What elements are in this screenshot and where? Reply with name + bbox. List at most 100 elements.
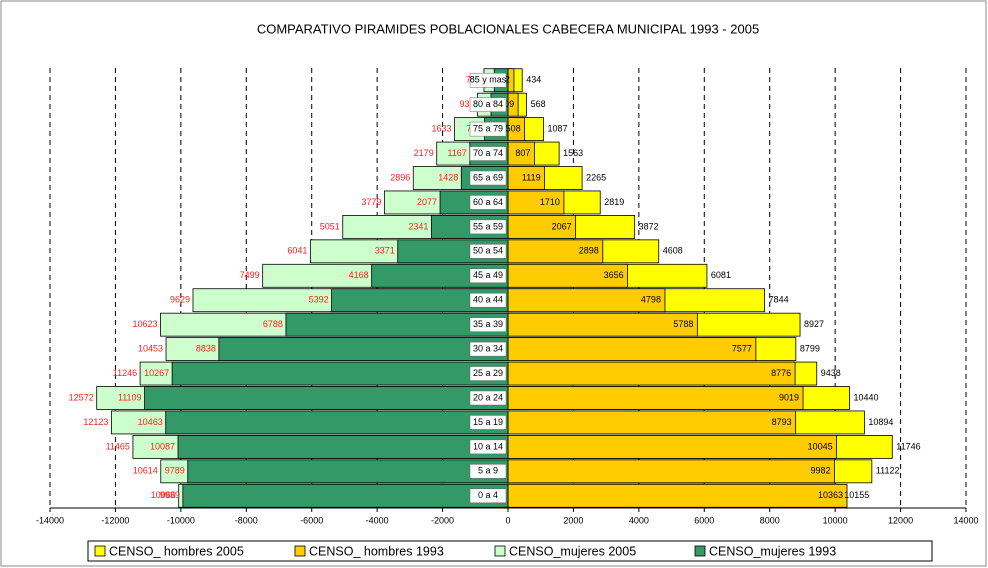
data-label: 2179 bbox=[414, 148, 434, 158]
bar bbox=[508, 435, 837, 458]
data-label: 3371 bbox=[375, 246, 395, 256]
data-label: 4798 bbox=[641, 295, 661, 305]
data-label: 6041 bbox=[287, 246, 307, 256]
chart-title: COMPARATIVO PIRAMIDES POBLACIONALES CABE… bbox=[257, 21, 759, 36]
category-label: 70 a 74 bbox=[473, 148, 503, 158]
data-label: 11122 bbox=[876, 466, 900, 476]
bar bbox=[172, 362, 508, 385]
category-label: 85 y mas bbox=[470, 75, 507, 85]
chart: COMPARATIVO PIRAMIDES POBLACIONALES CABE… bbox=[0, 0, 988, 568]
page: COMPARATIVO PIRAMIDES POBLACIONALES CABE… bbox=[0, 0, 988, 568]
data-label: 10453 bbox=[138, 343, 163, 353]
x-tick-label: -10000 bbox=[167, 515, 195, 525]
x-tick-label: -2000 bbox=[431, 515, 454, 525]
data-label: 1087 bbox=[548, 123, 568, 133]
data-label: 6788 bbox=[263, 319, 283, 329]
data-label: 10894 bbox=[868, 417, 893, 427]
bar bbox=[188, 460, 508, 483]
category-label: 10 a 14 bbox=[473, 441, 503, 451]
data-label: 1633 bbox=[432, 123, 452, 133]
x-tick-label: 4000 bbox=[629, 515, 649, 525]
category-label: 65 a 69 bbox=[473, 172, 503, 182]
x-tick-label: -6000 bbox=[300, 515, 323, 525]
data-label: 10363 bbox=[818, 490, 843, 500]
data-label: 10087 bbox=[150, 441, 175, 451]
data-label: 11465 bbox=[106, 441, 130, 451]
data-label: 568 bbox=[531, 99, 546, 109]
data-label: 6081 bbox=[711, 270, 731, 280]
data-label: 10614 bbox=[133, 466, 158, 476]
data-label: 508 bbox=[506, 123, 521, 133]
data-label: 8927 bbox=[804, 319, 824, 329]
bar bbox=[508, 460, 835, 483]
data-label: 5392 bbox=[309, 295, 329, 305]
category-label: 35 a 39 bbox=[473, 319, 503, 329]
legend-swatch bbox=[695, 546, 705, 556]
data-label: 11246 bbox=[113, 368, 137, 378]
data-label: 10463 bbox=[138, 417, 163, 427]
category-label: 25 a 29 bbox=[473, 368, 503, 378]
data-label: 2898 bbox=[579, 246, 599, 256]
data-label: 2077 bbox=[417, 197, 437, 207]
data-label: 12572 bbox=[69, 392, 94, 402]
data-label: 1710 bbox=[540, 197, 560, 207]
data-label: 7577 bbox=[732, 343, 752, 353]
data-label: 10623 bbox=[132, 319, 157, 329]
data-label: 1563 bbox=[563, 148, 583, 158]
legend-label: CENSO_mujeres 1993 bbox=[709, 544, 836, 558]
category-label: 20 a 24 bbox=[473, 392, 503, 402]
data-label: 434 bbox=[526, 75, 541, 85]
category-label: 0 a 4 bbox=[478, 490, 498, 500]
legend-label: CENSO_ hombres 2005 bbox=[109, 544, 244, 558]
x-tick-label: 2000 bbox=[563, 515, 583, 525]
bar bbox=[145, 387, 508, 410]
data-label: 1167 bbox=[447, 148, 466, 158]
bar bbox=[508, 313, 697, 336]
data-label: 10045 bbox=[808, 441, 833, 451]
legend-swatch bbox=[295, 546, 305, 556]
x-tick-label: 14000 bbox=[953, 515, 978, 525]
data-label: 3779 bbox=[361, 197, 381, 207]
data-label: 11746 bbox=[896, 441, 920, 451]
data-label: 8793 bbox=[772, 417, 792, 427]
data-label: 10267 bbox=[144, 368, 169, 378]
data-label: 9019 bbox=[779, 392, 799, 402]
category-label: 50 a 54 bbox=[473, 246, 503, 256]
x-tick-label: 12000 bbox=[888, 515, 913, 525]
x-tick-label: -14000 bbox=[36, 515, 64, 525]
bar bbox=[508, 338, 756, 361]
category-label: 45 a 49 bbox=[473, 270, 503, 280]
category-label: 80 a 84 bbox=[473, 99, 503, 109]
data-label: 9629 bbox=[170, 295, 190, 305]
data-label: 10440 bbox=[854, 392, 879, 402]
data-label: 8799 bbox=[800, 343, 820, 353]
x-tick-label: -4000 bbox=[366, 515, 389, 525]
data-label: 2819 bbox=[604, 197, 624, 207]
data-label: 2896 bbox=[390, 172, 410, 182]
x-tick-label: 10000 bbox=[823, 515, 848, 525]
data-label: 5051 bbox=[320, 221, 340, 231]
category-label: 40 a 44 bbox=[473, 295, 503, 305]
bar bbox=[178, 435, 508, 458]
legend-swatch bbox=[95, 546, 105, 556]
x-tick-label: 0 bbox=[505, 515, 510, 525]
bar bbox=[166, 411, 508, 434]
legend-swatch bbox=[495, 546, 505, 556]
category-label: 15 a 19 bbox=[473, 417, 503, 427]
category-label: 30 a 34 bbox=[473, 343, 503, 353]
category-label: 55 a 59 bbox=[473, 221, 503, 231]
data-label: 1119 bbox=[522, 172, 541, 182]
bar bbox=[508, 484, 847, 507]
data-label: 2067 bbox=[552, 221, 572, 231]
data-label: 9939 bbox=[160, 490, 180, 500]
data-label: 9982 bbox=[811, 466, 831, 476]
category-label: 75 a 79 bbox=[473, 123, 503, 133]
category-label: 60 a 64 bbox=[473, 197, 503, 207]
bar bbox=[508, 411, 796, 434]
data-label: 9789 bbox=[165, 466, 185, 476]
legend-label: CENSO_mujeres 2005 bbox=[509, 544, 636, 558]
x-tick-label: -12000 bbox=[101, 515, 129, 525]
data-label: 3656 bbox=[604, 270, 624, 280]
bar bbox=[219, 338, 508, 361]
x-tick-label: 8000 bbox=[760, 515, 780, 525]
